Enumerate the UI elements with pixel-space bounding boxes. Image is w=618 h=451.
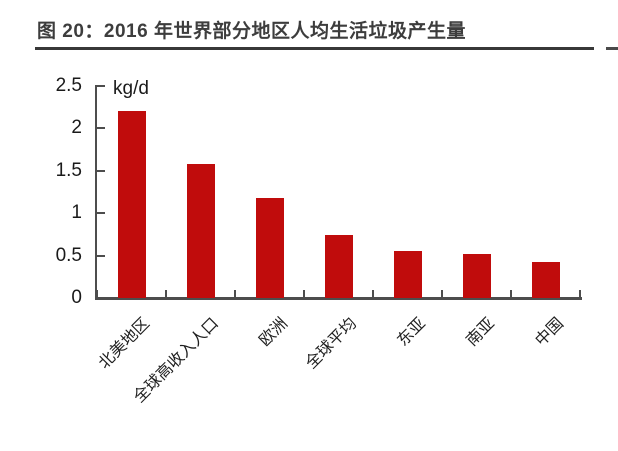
- y-tick: [97, 212, 105, 215]
- bar-全球高收入人口: [186, 164, 215, 298]
- bar-北美地区: [117, 110, 146, 298]
- y-tick: [97, 85, 105, 87]
- x-category-label: 北美地区: [96, 315, 154, 373]
- y-tick: [97, 254, 105, 257]
- x-tick: [234, 290, 236, 298]
- bar-全球平均: [324, 235, 353, 298]
- x-tick: [96, 290, 98, 298]
- bar-中国: [531, 261, 560, 298]
- bar-东亚: [393, 250, 422, 298]
- x-tick: [372, 290, 374, 298]
- x-tick: [165, 290, 167, 298]
- y-tick: [97, 127, 105, 130]
- y-tick-label: 2.5: [55, 75, 82, 96]
- title-underline: [35, 47, 594, 50]
- x-tick: [303, 290, 305, 298]
- x-category-label: 南亚: [463, 315, 499, 350]
- bar-欧洲: [255, 197, 284, 298]
- y-tick-label: 2: [71, 117, 82, 139]
- title-underline-dash: [606, 47, 618, 50]
- x-category-label: 东亚: [394, 315, 430, 350]
- y-tick: [97, 169, 105, 172]
- x-tick: [510, 290, 512, 298]
- y-tick-label: 1.5: [55, 159, 82, 181]
- x-tick: [441, 290, 443, 298]
- bar-南亚: [462, 253, 491, 298]
- y-axis-line: [95, 85, 97, 299]
- y-tick-label: 0.5: [55, 244, 82, 266]
- x-category-label: 欧洲: [256, 315, 292, 350]
- x-axis-line: [95, 297, 582, 300]
- x-category-label: 中国: [532, 315, 568, 350]
- y-axis-unit-label: kg/d: [113, 78, 149, 99]
- x-tick: [579, 290, 581, 298]
- y-tick-label: 1: [71, 202, 82, 224]
- figure-title: 图 20：2016 年世界部分地区人均生活垃圾产生量: [37, 21, 466, 42]
- x-category-label: 全球平均: [303, 315, 361, 373]
- y-tick-label: 0: [71, 287, 82, 308]
